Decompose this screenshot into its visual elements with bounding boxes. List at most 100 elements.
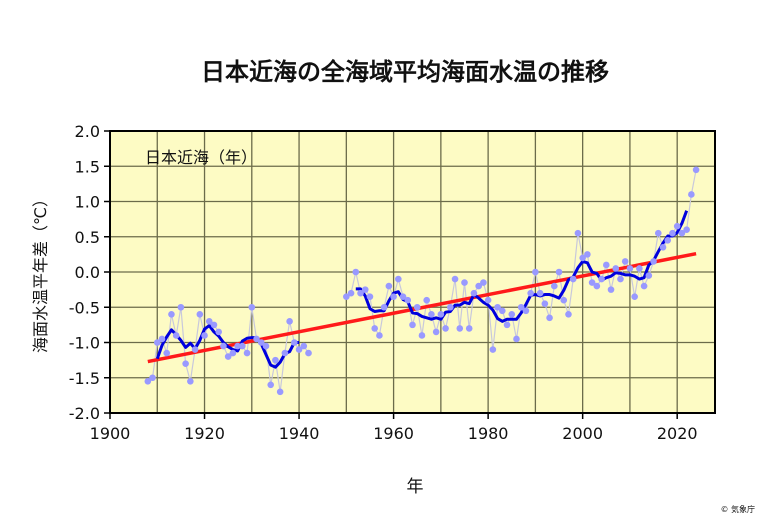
- annual-point: [385, 282, 393, 290]
- y-tick-label: -2.0: [69, 404, 100, 423]
- x-tick-label: 1920: [184, 424, 225, 443]
- y-tick-label: 1.0: [75, 193, 100, 212]
- annual-point: [229, 349, 237, 357]
- annual-point: [437, 311, 445, 318]
- annual-point: [659, 244, 667, 251]
- annual-point: [584, 251, 591, 258]
- annual-point: [428, 311, 435, 318]
- annual-point: [347, 289, 355, 297]
- y-tick-label: -1.0: [69, 334, 100, 353]
- y-tick-label: -1.5: [69, 369, 100, 388]
- annual-point: [149, 374, 156, 382]
- x-tick-label: 2000: [562, 424, 603, 443]
- annual-point: [631, 293, 638, 300]
- x-axis-label: 年: [407, 477, 424, 497]
- annual-point: [517, 303, 525, 311]
- annual-point: [621, 258, 629, 265]
- annual-point: [489, 346, 497, 353]
- annual-point: [432, 328, 440, 336]
- y-tick-label: 0.0: [75, 263, 100, 282]
- annual-point: [626, 265, 634, 272]
- annual-point: [220, 342, 227, 350]
- annual-point: [527, 289, 534, 297]
- y-tick-labels: 2.0 1.5 1.0 0.5 0.0 -0.5 -1.0 -1.5 -2.0: [69, 122, 110, 423]
- annual-point: [513, 335, 520, 343]
- annual-point: [371, 325, 378, 332]
- annual-point: [413, 303, 421, 311]
- annual-point: [442, 325, 449, 332]
- annual-point: [286, 318, 293, 325]
- annual-point: [295, 346, 303, 353]
- plot-frame: [109, 130, 716, 414]
- annual-point: [390, 293, 397, 300]
- annual-point: [253, 335, 260, 343]
- annual-point: [522, 307, 530, 315]
- annual-point: [196, 311, 204, 318]
- annual-point: [574, 229, 582, 237]
- annual-point: [423, 296, 430, 304]
- y-tick-label: 1.5: [75, 157, 100, 176]
- annual-point: [612, 265, 620, 272]
- annual-point: [579, 254, 586, 262]
- annual-point: [404, 296, 412, 304]
- annual-point: [678, 229, 686, 237]
- x-tick-label: 2020: [657, 424, 698, 443]
- series-layer: [144, 166, 700, 396]
- annual-point: [447, 303, 454, 311]
- running-mean-line: [155, 324, 300, 369]
- annual-point: [361, 286, 369, 293]
- annual-point: [588, 279, 596, 286]
- annual-point: [475, 282, 482, 290]
- annual-point: [257, 339, 265, 346]
- annual-point: [602, 261, 610, 269]
- annual-point: [215, 328, 223, 336]
- annual-point: [300, 342, 308, 350]
- annual-point: [451, 275, 459, 283]
- y-tick-label: 2.0: [75, 122, 100, 141]
- x-tick-label: 1940: [279, 424, 320, 443]
- annual-point: [456, 325, 464, 332]
- annual-point: [366, 293, 374, 300]
- annual-point: [201, 332, 208, 339]
- x-tick-label: 1900: [90, 424, 131, 443]
- y-axis-label: 海面水温平年差（℃）: [31, 191, 50, 353]
- annual-point: [640, 282, 648, 290]
- annual-point: [569, 275, 577, 283]
- annual-point: [565, 311, 572, 318]
- annual-point: [291, 339, 298, 346]
- annual-point: [281, 349, 289, 357]
- annual-point: [508, 311, 516, 318]
- annual-point: [593, 282, 601, 290]
- annual-point: [243, 349, 251, 357]
- annual-point: [465, 325, 473, 332]
- annual-point: [555, 268, 563, 276]
- annual-point: [272, 356, 279, 364]
- annual-point: [376, 332, 383, 339]
- annual-point: [617, 275, 624, 283]
- annual-point: [484, 296, 492, 304]
- annual-point: [239, 342, 246, 350]
- inset-label: 日本近海（年）: [145, 148, 257, 167]
- annual-point: [343, 293, 350, 300]
- chart-title: 日本近海の全海域平均海面水温の推移: [201, 58, 609, 86]
- annual-point: [692, 166, 700, 174]
- annual-point: [224, 353, 232, 360]
- annual-point: [688, 191, 695, 198]
- annual-point: [210, 321, 218, 329]
- credit: © 気象庁: [720, 504, 755, 514]
- annual-point: [248, 303, 256, 311]
- annual-point: [598, 275, 605, 283]
- annual-point: [461, 279, 468, 286]
- annual-point: [636, 265, 643, 272]
- annual-point: [499, 307, 506, 315]
- annual-point: [650, 258, 657, 265]
- annual-point: [187, 377, 194, 385]
- annual-point: [357, 289, 364, 297]
- annual-point: [205, 318, 213, 325]
- annual-point: [191, 346, 199, 353]
- annual-point: [470, 289, 478, 297]
- annual-point: [480, 279, 487, 286]
- annual-point: [494, 303, 501, 311]
